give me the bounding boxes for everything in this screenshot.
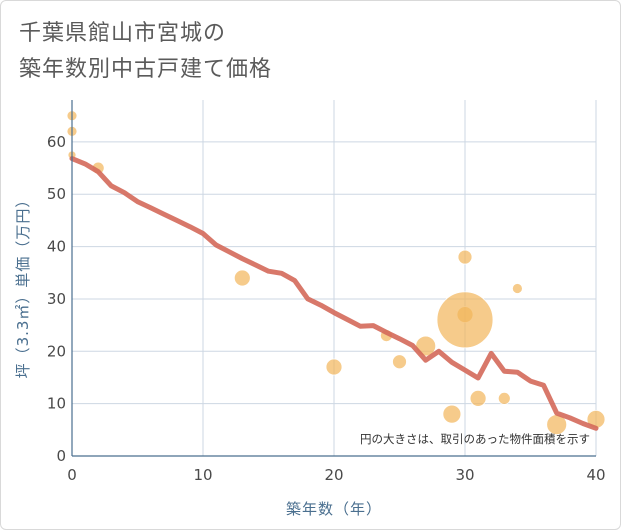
bubble-point [497, 392, 511, 405]
grid [72, 100, 597, 456]
x-axis-label: 築年数（年） [286, 500, 382, 518]
bubble-point [442, 404, 462, 424]
y-tick-label: 40 [47, 238, 66, 256]
y-tick-label: 60 [47, 133, 66, 151]
bubble-point [457, 249, 473, 265]
y-tick-label: 30 [47, 290, 66, 308]
x-tick-label: 30 [455, 466, 474, 484]
y-tick-label: 50 [47, 185, 66, 203]
bubble-point [469, 390, 487, 407]
y-tick-label: 20 [47, 342, 66, 360]
chart-title-line2: 築年数別中古戸建て価格 [19, 57, 273, 82]
bubble-point [436, 291, 494, 349]
y-axis-label: 坪（3.3㎡）単価（万円） [14, 192, 32, 379]
chart-title-line1: 千葉県館山市宮城の [19, 21, 227, 46]
y-tick-label: 10 [47, 395, 66, 413]
chart-note: 円の大きさは、取引のあった物件面積を示す [360, 432, 590, 446]
bubble-point [512, 283, 523, 294]
bubble-point [325, 358, 343, 376]
bubbles [66, 110, 606, 435]
trend-line [69, 156, 599, 431]
y-tick-label: 0 [56, 447, 66, 465]
axes: 0 10 20 30 40 0 10 20 30 40 50 60 [47, 100, 606, 484]
x-tick-label: 0 [67, 466, 77, 484]
bubble-point [392, 354, 407, 370]
bubble-point [233, 269, 251, 287]
x-tick-label: 40 [586, 466, 605, 484]
x-tick-label: 10 [193, 466, 212, 484]
x-tick-label: 20 [324, 466, 343, 484]
